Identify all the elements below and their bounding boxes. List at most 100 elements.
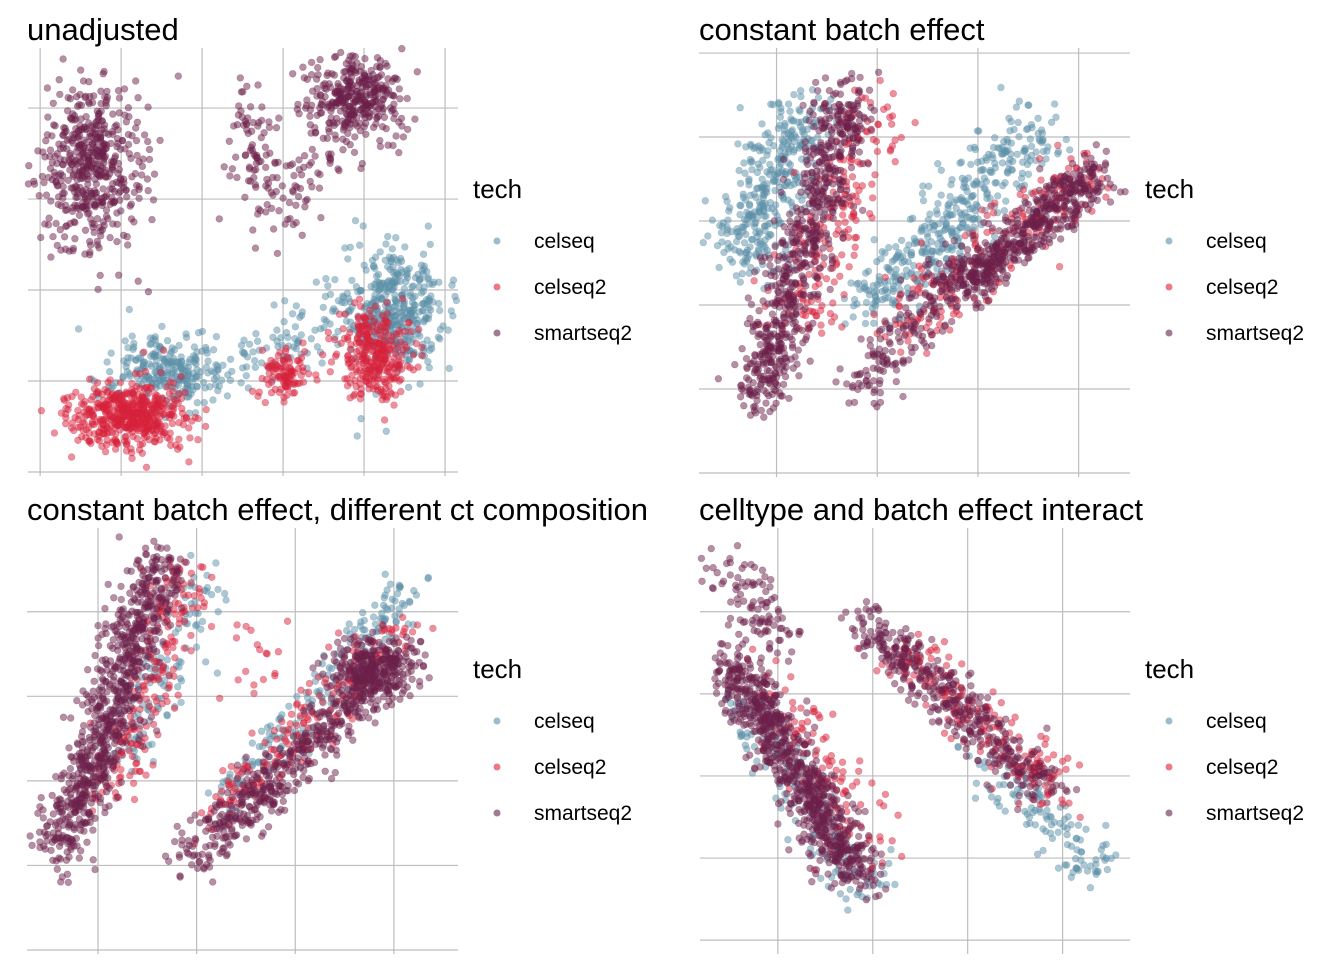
point-smartseq2 <box>969 231 977 240</box>
point-celseq2 <box>93 379 102 387</box>
point-smartseq2 <box>145 155 154 164</box>
point-celseq2 <box>101 385 109 394</box>
point-smartseq2 <box>262 151 270 159</box>
point-smartseq2 <box>351 133 359 141</box>
point-celseq2 <box>911 118 919 127</box>
point-smartseq2 <box>109 220 117 228</box>
point-smartseq2 <box>302 197 310 205</box>
point-celseq <box>787 115 795 123</box>
point-celseq2 <box>871 171 879 179</box>
point-celseq2 <box>147 384 156 393</box>
point-celseq2 <box>360 343 368 351</box>
point-celseq2 <box>186 434 194 442</box>
point-celseq2 <box>838 211 847 219</box>
point-smartseq2 <box>1056 235 1065 243</box>
point-celseq <box>209 396 217 404</box>
point-celseq2 <box>398 351 406 359</box>
point-smartseq2 <box>334 165 342 173</box>
point-celseq <box>782 168 790 176</box>
point-smartseq2 <box>794 346 802 354</box>
point-smartseq2 <box>403 94 411 103</box>
point-smartseq2 <box>963 291 972 300</box>
point-smartseq2 <box>792 204 801 212</box>
point-smartseq2 <box>800 170 808 178</box>
point-celseq2 <box>63 394 72 402</box>
point-celseq2 <box>868 194 877 202</box>
point-smartseq2 <box>51 152 59 161</box>
point-celseq <box>417 261 426 269</box>
point-smartseq2 <box>109 110 117 118</box>
point-smartseq2 <box>135 158 143 166</box>
point-celseq <box>797 92 805 101</box>
point-celseq <box>1039 136 1047 144</box>
point-smartseq2 <box>1106 198 1115 206</box>
point-celseq2 <box>135 446 144 454</box>
point-smartseq2 <box>325 153 333 162</box>
point-celseq <box>1027 142 1036 151</box>
point-celseq <box>708 216 717 224</box>
point-celseq <box>758 120 766 128</box>
point-celseq <box>852 280 861 288</box>
point-celseq <box>223 392 232 400</box>
point-smartseq2 <box>811 213 819 222</box>
point-smartseq2 <box>797 188 805 196</box>
point-celseq <box>297 331 305 339</box>
point-smartseq2 <box>94 121 103 130</box>
point-smartseq2 <box>127 215 136 223</box>
point-celseq2 <box>258 346 267 354</box>
point-smartseq2 <box>853 128 862 136</box>
point-smartseq2 <box>837 139 845 148</box>
point-smartseq2 <box>122 118 131 126</box>
point-smartseq2 <box>273 249 282 258</box>
point-smartseq2 <box>849 203 858 211</box>
point-celseq <box>328 307 337 315</box>
point-celseq2 <box>87 408 96 416</box>
point-smartseq2 <box>821 169 829 177</box>
point-celseq2 <box>917 239 926 247</box>
point-celseq <box>199 378 208 387</box>
point-smartseq2 <box>815 203 823 211</box>
point-celseq2 <box>82 425 91 434</box>
point-smartseq2 <box>55 75 63 84</box>
point-smartseq2 <box>763 283 772 291</box>
point-celseq <box>1034 114 1042 123</box>
point-celseq <box>721 193 730 201</box>
point-smartseq2 <box>79 174 87 183</box>
point-celseq <box>74 325 83 333</box>
point-celseq <box>893 253 901 261</box>
point-celseq <box>777 107 785 116</box>
point-smartseq2 <box>71 201 79 209</box>
point-celseq <box>950 198 958 207</box>
point-smartseq2 <box>234 111 243 119</box>
point-smartseq2 <box>73 102 82 111</box>
point-smartseq2 <box>1024 200 1032 209</box>
point-celseq <box>416 380 424 388</box>
point-smartseq2 <box>813 87 822 95</box>
point-celseq <box>926 210 934 218</box>
point-celseq <box>771 208 779 216</box>
point-smartseq2 <box>824 235 833 244</box>
point-celseq <box>281 297 289 305</box>
point-smartseq2 <box>802 282 810 290</box>
point-celseq <box>202 346 211 354</box>
point-celseq2 <box>961 232 969 240</box>
point-smartseq2 <box>59 131 67 139</box>
point-celseq <box>701 197 709 205</box>
point-celseq2 <box>74 416 82 424</box>
point-celseq <box>418 300 426 308</box>
point-celseq <box>755 229 764 238</box>
point-celseq <box>1044 143 1052 151</box>
point-smartseq2 <box>980 289 989 297</box>
point-celseq <box>320 315 328 324</box>
point-smartseq2 <box>144 288 153 296</box>
point-smartseq2 <box>845 193 854 202</box>
point-smartseq2 <box>323 134 331 143</box>
point-smartseq2 <box>356 126 364 135</box>
point-smartseq2 <box>413 68 421 76</box>
point-celseq2 <box>845 263 853 271</box>
point-smartseq2 <box>762 399 770 407</box>
point-smartseq2 <box>306 121 314 129</box>
point-celseq2 <box>150 420 159 428</box>
point-celseq2 <box>838 251 846 259</box>
point-smartseq2 <box>750 369 759 377</box>
